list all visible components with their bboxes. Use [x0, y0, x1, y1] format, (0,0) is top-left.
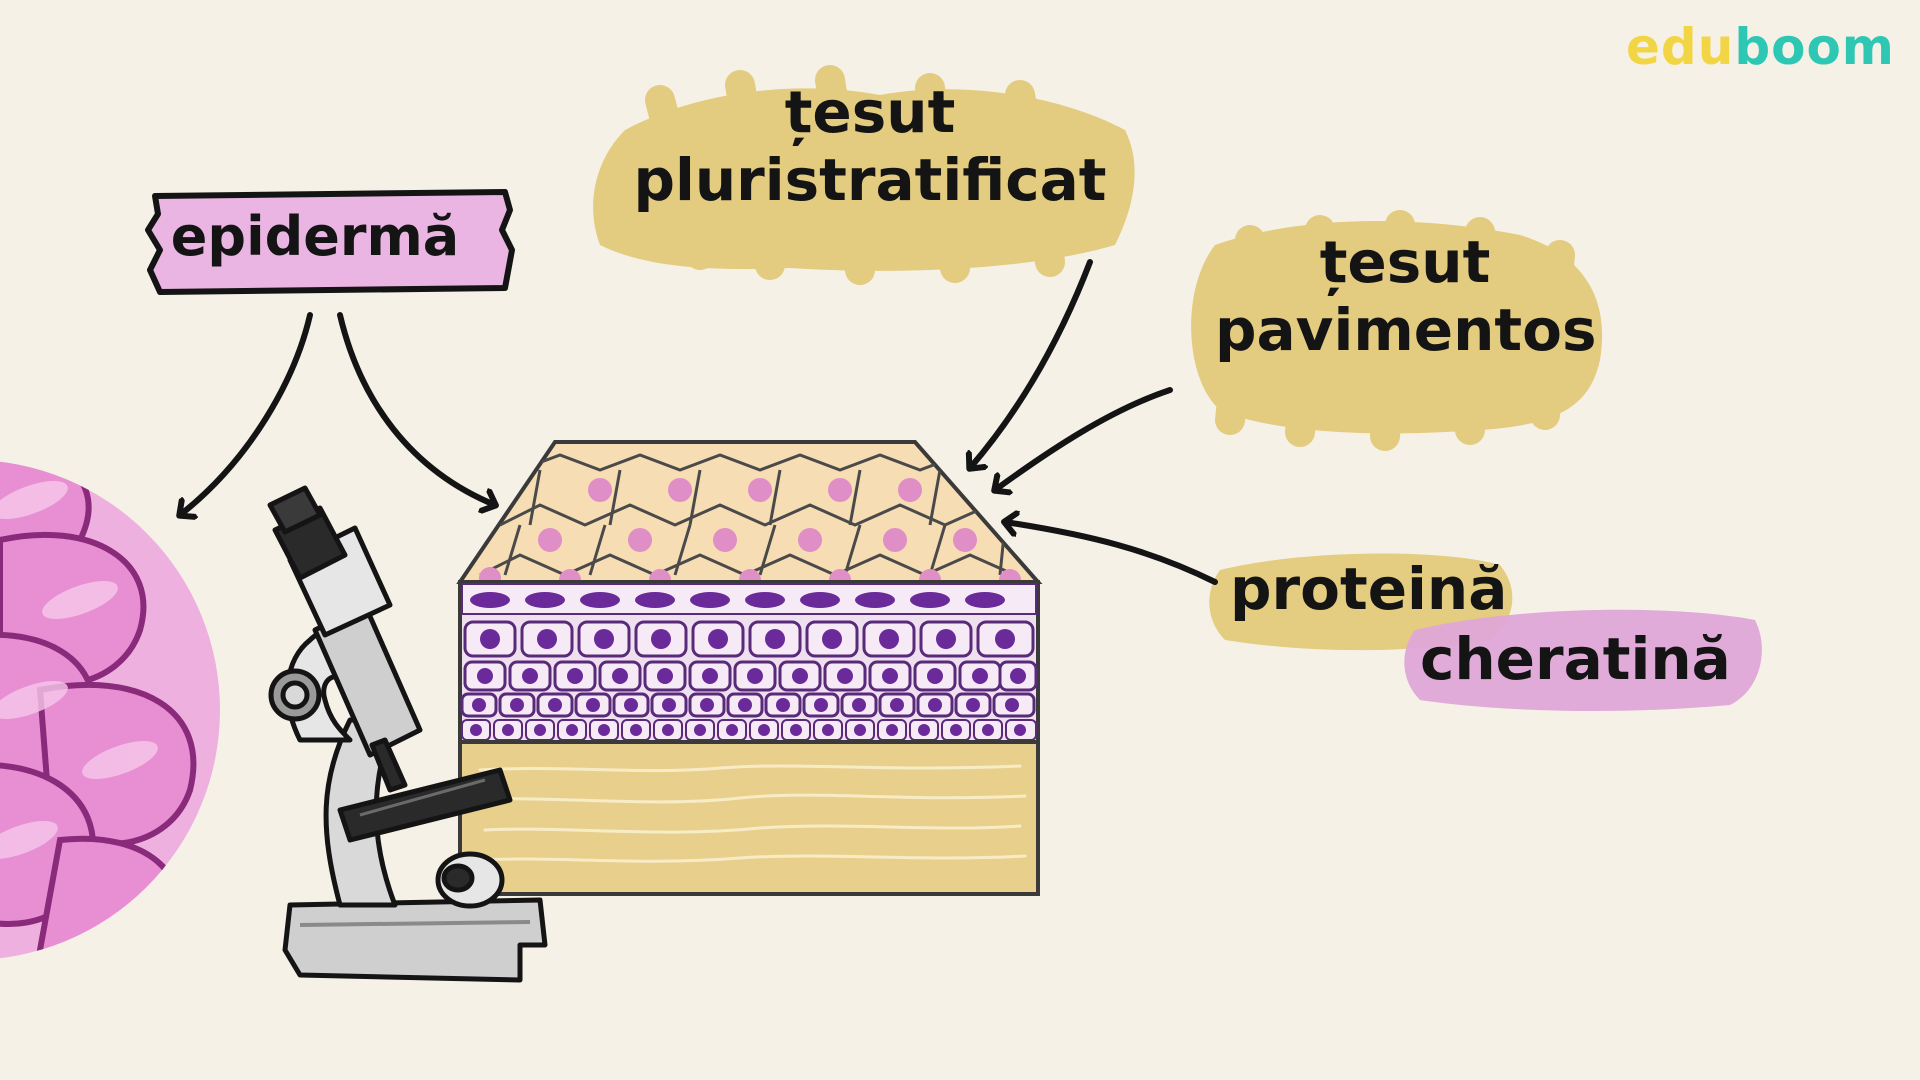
tissue-block-icon	[456, 440, 1043, 896]
arrow-pavimentos	[995, 387, 1173, 490]
label-tesut-pavimentos: țesut pavimentos	[1215, 228, 1597, 365]
highlight-pluristratificat	[593, 65, 1135, 285]
highlight-cheratina	[1404, 609, 1762, 712]
label-pluristratificat-line1: țesut	[784, 78, 956, 146]
logo-text-boom: boom	[1734, 18, 1895, 76]
arrow-pluristratificat	[970, 259, 1093, 468]
highlight-pavimentos	[1191, 210, 1603, 451]
label-epiderma: epidermă	[150, 205, 480, 269]
label-proteina: proteină	[1230, 555, 1508, 623]
label-pluristratificat-line2: pluristratificat	[633, 146, 1107, 215]
arrow-epiderma-to-cells	[180, 312, 313, 515]
arrows	[180, 259, 1218, 585]
label-banner-epiderma	[145, 189, 515, 295]
arrow-proteina	[1005, 522, 1218, 585]
label-pavimentos-line2: pavimentos	[1215, 296, 1597, 365]
label-tesut-pluristratificat: țesut pluristratificat	[610, 78, 1130, 215]
eduboom-logo: eduboom	[1626, 18, 1895, 76]
arrow-epiderma-to-tissue	[337, 312, 495, 505]
label-pavimentos-line1: țesut	[1319, 228, 1491, 296]
label-epiderma-text: epidermă	[170, 205, 460, 268]
logo-text-edu: edu	[1626, 18, 1735, 76]
label-cheratina: cheratină	[1420, 625, 1731, 693]
microscope-icon	[267, 485, 548, 983]
